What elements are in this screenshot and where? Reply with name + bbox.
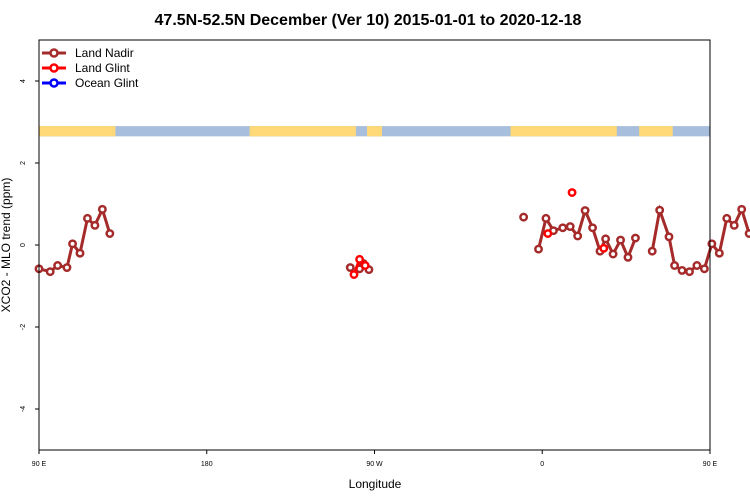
legend-label-ocean-glint: Ocean Glint (75, 76, 139, 90)
land-nadir-point (68, 239, 78, 249)
y-tick-label: 2 (20, 161, 27, 165)
y-tick-label: 4 (20, 79, 27, 83)
x-tick-label: 90 W (366, 461, 383, 468)
x-tick-label: 90 E (703, 461, 718, 468)
land-nadir-point (692, 261, 702, 270)
land-nadir-point (45, 267, 55, 277)
legend-label-land-nadir: Land Nadir (75, 46, 134, 60)
y-tick-label: -2 (20, 324, 27, 330)
land-glint-point (567, 188, 577, 197)
land-nadir-line (38, 205, 112, 274)
land-band-segment (249, 126, 356, 137)
legend-label-land-glint: Land Glint (75, 61, 130, 75)
land-band-segment (639, 126, 673, 137)
land-nadir-point (565, 222, 575, 232)
land-nadir-point (62, 263, 72, 272)
land-nadir-point (534, 244, 543, 254)
land-nadir-point (97, 204, 107, 214)
series-layer (34, 188, 750, 279)
land-glint-point (543, 229, 553, 238)
land-nadir-point (541, 213, 551, 223)
x-tick-label: 90 E (32, 461, 47, 468)
land-nadir-point (744, 229, 750, 238)
land-nadir-point (670, 261, 680, 270)
land-nadir-point (90, 220, 100, 230)
land-glint-point (349, 270, 359, 279)
y-tick-label: -4 (20, 406, 27, 412)
x-axis: 90 E 180 90 W 0 90 E (32, 450, 718, 468)
y-axis-label: XCO2 - MLO trend (ppm) (0, 178, 13, 313)
land-nadir-point (647, 246, 657, 256)
land-nadir-point (699, 264, 709, 274)
land-band-segment (39, 126, 116, 137)
legend-marker-land-glint (49, 63, 59, 73)
land-band-segment (367, 126, 382, 137)
y-axis: -4 -2 0 2 4 (20, 79, 39, 412)
land-nadir-point (616, 235, 625, 245)
x-tick-label: 0 (540, 461, 544, 468)
land-nadir-point (580, 206, 590, 216)
land-nadir-point (519, 212, 529, 222)
legend-marker-ocean-glint (49, 78, 59, 88)
land-nadir-point (53, 261, 63, 270)
land-nadir-point (722, 213, 732, 223)
land-nadir-point (588, 223, 598, 233)
land-nadir-point (714, 248, 724, 258)
x-tick-label: 180 (201, 461, 213, 468)
land-nadir-point (623, 252, 633, 262)
land-glint-point (360, 261, 370, 270)
land-nadir-point (75, 248, 85, 258)
land-nadir-point (630, 233, 640, 243)
legend-marker-land-nadir (49, 48, 59, 58)
land-nadir-point (105, 229, 115, 238)
land-nadir-point (83, 213, 92, 223)
land-glint-point (599, 243, 609, 253)
land-nadir-point (737, 204, 747, 214)
land-nadir-point (685, 267, 694, 277)
land-nadir-point (608, 249, 618, 259)
land-nadir-point (677, 265, 687, 275)
land-nadir-point (345, 263, 355, 272)
land-nadir-point (664, 232, 674, 242)
land-nadir-point (729, 220, 739, 230)
y-tick-label: 0 (20, 243, 27, 247)
surface-band (39, 126, 710, 137)
land-nadir-point (558, 223, 568, 233)
land-band-segment (510, 126, 617, 137)
chart-title: 47.5N-52.5N December (Ver 10) 2015-01-01… (155, 12, 582, 29)
land-nadir-point (573, 231, 583, 241)
land-nadir-point (655, 205, 665, 215)
land-glint-point (355, 254, 365, 264)
land-nadir-point (601, 234, 611, 244)
x-axis-label: Longitude (349, 477, 402, 491)
